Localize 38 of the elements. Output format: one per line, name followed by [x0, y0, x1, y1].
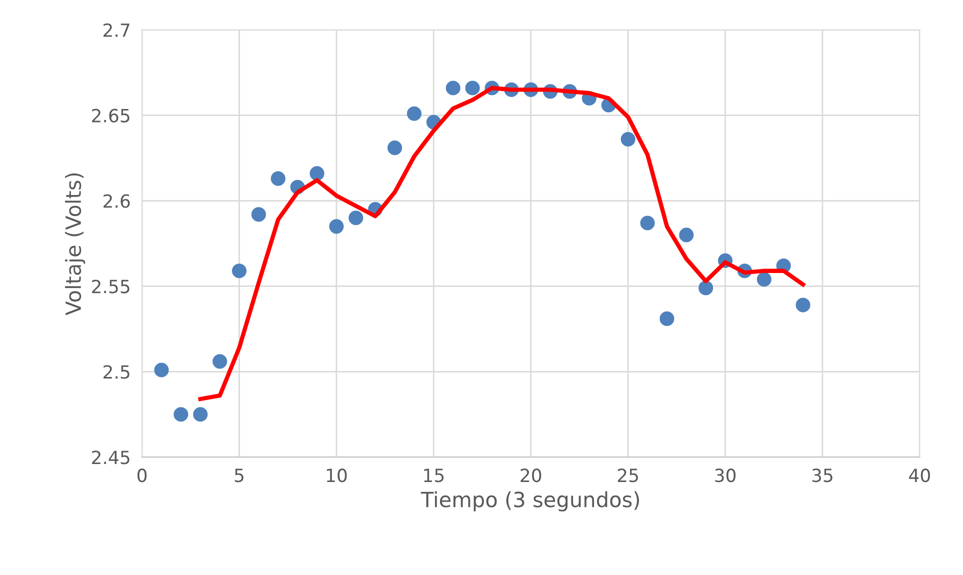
point: [270, 171, 286, 186]
point: [756, 272, 772, 287]
point: [640, 216, 655, 230]
y-axis-title: Voltaje (Volts): [65, 173, 86, 316]
x-tick-label: 35: [812, 468, 832, 482]
point: [232, 264, 247, 278]
point: [387, 140, 402, 156]
x-tick-label: 20: [520, 468, 542, 482]
point: [174, 407, 188, 422]
point: [620, 132, 636, 147]
point: [465, 80, 480, 96]
point: [698, 280, 714, 296]
point: [660, 311, 674, 326]
x-tick-label: 0: [137, 468, 147, 482]
x-axis-title: Tiempo (3 segundos): [420, 491, 639, 512]
y-tick-label: 2.45: [92, 450, 130, 464]
x-tick-label: 15: [424, 468, 444, 482]
y-tick-label: 2.5: [104, 365, 130, 379]
point: [796, 298, 810, 312]
point: [310, 166, 324, 181]
point: [348, 210, 364, 226]
point: [193, 407, 208, 422]
x-tick-label: 25: [618, 468, 638, 482]
point: [154, 362, 169, 378]
x-tick-label: 40: [909, 468, 930, 482]
y-tick-label: 2.65: [92, 108, 130, 122]
point: [251, 207, 266, 222]
point: [679, 228, 694, 242]
point: [329, 219, 344, 234]
point: [212, 354, 228, 369]
point: [446, 80, 460, 96]
x-tick-label: 10: [326, 468, 347, 482]
point: [406, 106, 422, 121]
x-tick-label: 30: [715, 468, 736, 482]
y-tick-label: 2.6: [104, 194, 130, 208]
x-tick-label: 5: [234, 468, 244, 482]
y-tick-label: 2.55: [92, 280, 130, 294]
y-tick-label: 2.7: [104, 23, 130, 37]
